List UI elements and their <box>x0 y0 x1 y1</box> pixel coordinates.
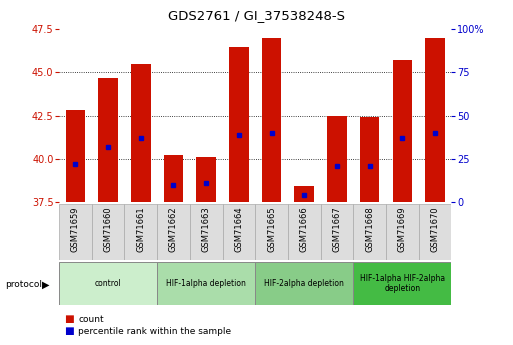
Bar <box>392 60 412 202</box>
Bar <box>59 262 157 305</box>
Bar <box>223 204 255 260</box>
Text: GSM71665: GSM71665 <box>267 206 276 252</box>
Text: GSM71661: GSM71661 <box>136 206 145 252</box>
Text: GSM71664: GSM71664 <box>234 206 243 252</box>
Text: ■: ■ <box>64 314 74 324</box>
Text: GSM71662: GSM71662 <box>169 206 178 252</box>
Text: count: count <box>78 315 104 324</box>
Bar <box>294 186 314 202</box>
Text: GDS2761 / GI_37538248-S: GDS2761 / GI_37538248-S <box>168 9 345 22</box>
Text: GSM71669: GSM71669 <box>398 206 407 252</box>
Bar <box>157 262 255 305</box>
Bar <box>196 157 216 202</box>
Text: protocol: protocol <box>5 280 42 289</box>
Text: HIF-1alpha HIF-2alpha
depletion: HIF-1alpha HIF-2alpha depletion <box>360 274 445 294</box>
Text: GSM71668: GSM71668 <box>365 206 374 252</box>
Text: GSM71666: GSM71666 <box>300 206 309 252</box>
Bar <box>321 204 353 260</box>
Bar <box>425 38 445 202</box>
Text: ▶: ▶ <box>42 280 50 289</box>
Bar <box>255 204 288 260</box>
Text: HIF-1alpha depletion: HIF-1alpha depletion <box>166 279 246 288</box>
Bar <box>255 262 353 305</box>
Text: GSM71659: GSM71659 <box>71 206 80 252</box>
Bar <box>327 116 347 202</box>
Bar <box>92 204 125 260</box>
Text: HIF-2alpha depletion: HIF-2alpha depletion <box>264 279 344 288</box>
Bar <box>124 204 157 260</box>
Bar <box>262 38 281 202</box>
Bar <box>98 78 118 202</box>
Bar <box>360 117 380 202</box>
Bar <box>66 110 85 202</box>
Bar <box>288 204 321 260</box>
Bar <box>419 204 451 260</box>
Text: GSM71667: GSM71667 <box>332 206 342 252</box>
Bar <box>157 204 190 260</box>
Bar <box>353 262 451 305</box>
Text: control: control <box>95 279 122 288</box>
Text: GSM71670: GSM71670 <box>430 206 440 252</box>
Text: GSM71663: GSM71663 <box>202 206 211 252</box>
Bar <box>353 204 386 260</box>
Text: GSM71660: GSM71660 <box>104 206 112 252</box>
Bar <box>131 64 150 202</box>
Bar <box>386 204 419 260</box>
Bar <box>229 47 249 202</box>
Text: percentile rank within the sample: percentile rank within the sample <box>78 327 231 336</box>
Text: ■: ■ <box>64 326 74 336</box>
Bar <box>190 204 223 260</box>
Bar <box>164 155 183 202</box>
Bar <box>59 204 92 260</box>
